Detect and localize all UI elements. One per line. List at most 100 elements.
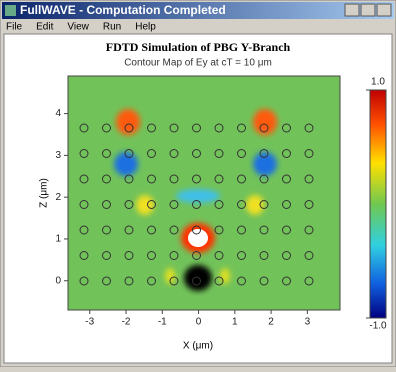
y-tick-label: 0	[55, 275, 61, 286]
rod	[282, 174, 291, 184]
maximize-button[interactable]	[360, 3, 376, 17]
rod	[102, 251, 111, 260]
rod	[237, 123, 246, 133]
rod	[124, 123, 134, 133]
title-bar	[2, 2, 394, 19]
rod	[169, 123, 179, 133]
rod	[214, 174, 224, 184]
rod	[79, 149, 89, 158]
rod	[147, 276, 156, 286]
rod	[304, 251, 314, 260]
x-tick-label: -2	[122, 317, 131, 328]
rod	[79, 276, 89, 286]
rod	[169, 276, 179, 286]
rod	[124, 149, 134, 158]
x-tick-label: -1	[158, 317, 167, 328]
rod	[304, 225, 314, 235]
rod	[147, 225, 156, 235]
rod	[147, 251, 156, 260]
menu-item[interactable]: Help	[135, 22, 156, 33]
rod	[102, 123, 111, 133]
rod	[102, 174, 111, 184]
rod	[192, 174, 201, 184]
rod	[259, 149, 269, 158]
plot-frame	[67, 75, 341, 311]
y-tick-label: 1	[55, 234, 61, 245]
rod	[237, 276, 246, 286]
rod	[259, 123, 269, 133]
x-axis-label: X (μm)	[183, 341, 213, 352]
menu-item[interactable]: File	[6, 22, 23, 33]
rod	[282, 149, 291, 158]
rod	[124, 276, 134, 286]
rod	[237, 251, 246, 260]
rod	[282, 200, 291, 209]
colorbar-tick-label: -1.0	[369, 321, 387, 332]
rod	[79, 225, 89, 235]
rod	[282, 276, 291, 286]
rod	[147, 149, 156, 158]
menu-item[interactable]: Run	[103, 22, 121, 33]
colorbar	[369, 89, 387, 319]
rod	[237, 200, 246, 209]
rod	[192, 123, 201, 133]
rod	[102, 225, 111, 235]
minimize-button[interactable]	[344, 3, 360, 17]
rod	[169, 200, 179, 209]
menu-bar: File Edit View Run Help	[6, 22, 156, 33]
rod	[147, 123, 156, 133]
rod	[304, 123, 314, 133]
rod	[214, 225, 224, 235]
colorbar-tick-label: 1.0	[371, 77, 385, 88]
rod	[192, 149, 201, 158]
x-tick-label: 2	[268, 317, 274, 328]
rod	[79, 251, 89, 260]
window-buttons[interactable]	[344, 3, 392, 17]
rod	[169, 225, 179, 235]
rod	[169, 174, 179, 184]
rod	[259, 200, 269, 209]
x-tick-label: 3	[305, 317, 311, 328]
rod	[214, 251, 224, 260]
rod	[102, 276, 111, 286]
rod	[79, 174, 89, 184]
rod	[124, 251, 134, 260]
rod	[304, 276, 314, 286]
menu-item[interactable]: Edit	[36, 22, 53, 33]
rod	[147, 174, 156, 184]
rod	[102, 200, 111, 209]
x-tick-label: 1	[232, 317, 238, 328]
plot-title: FDTD Simulation of PBG Y-Branch	[106, 40, 291, 54]
rod	[214, 123, 224, 133]
rod	[79, 123, 89, 133]
rod	[124, 225, 134, 235]
rod	[192, 200, 201, 209]
rod	[237, 149, 246, 158]
contour-map	[68, 76, 340, 310]
rod	[192, 276, 201, 286]
rod	[282, 251, 291, 260]
rod	[282, 123, 291, 133]
rod	[259, 251, 269, 260]
app-icon	[5, 5, 16, 16]
y-tick-label: 4	[55, 108, 61, 119]
rod	[124, 174, 134, 184]
rod	[169, 251, 179, 260]
rod	[259, 225, 269, 235]
rod	[304, 200, 314, 209]
rod	[282, 225, 291, 235]
x-tick-label: -3	[85, 317, 94, 328]
menu-item[interactable]: View	[67, 22, 89, 33]
rod	[169, 149, 179, 158]
rod	[102, 149, 111, 158]
y-tick-label: 2	[55, 192, 61, 203]
y-tick-label: 3	[55, 150, 61, 161]
x-tick-label: 0	[196, 317, 202, 328]
window-title: FullWAVE - Computation Completed	[20, 3, 226, 17]
rod	[259, 276, 269, 286]
rod	[237, 225, 246, 235]
plot-subtitle: Contour Map of Ey at cT = 10 μm	[124, 58, 272, 69]
rod	[124, 200, 134, 209]
close-button[interactable]	[376, 3, 392, 17]
